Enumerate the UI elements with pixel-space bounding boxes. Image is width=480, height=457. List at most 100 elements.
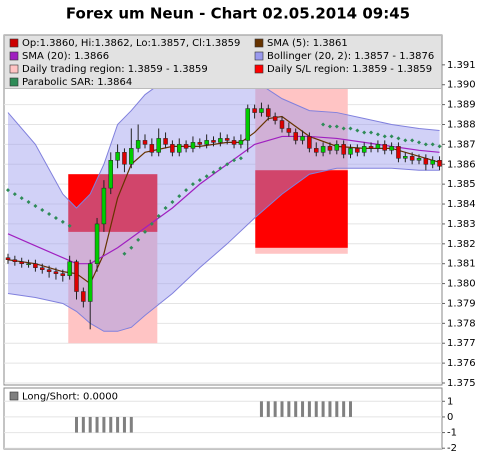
y-tick-label: 1.381 xyxy=(447,259,476,270)
candle-body xyxy=(355,148,360,153)
candle-body xyxy=(307,136,312,149)
y-tick-label: 1.389 xyxy=(447,100,476,111)
candle-body xyxy=(81,291,86,302)
candle-body xyxy=(149,144,155,153)
candle-body xyxy=(197,142,203,145)
y-tick-label: 1.386 xyxy=(447,159,476,170)
candle-body xyxy=(33,263,38,268)
candle-body xyxy=(115,152,120,161)
legend-label: Daily trading region: 1.3859 - 1.3859 xyxy=(22,64,208,75)
sar-dot xyxy=(40,208,45,212)
y-tick-label: -2 xyxy=(447,443,457,454)
legend-swatch xyxy=(254,38,264,48)
sar-dot xyxy=(321,122,326,127)
panel-label: Long/Short: 0.0000 xyxy=(22,392,118,403)
sar-dot xyxy=(156,213,161,218)
sar-dot xyxy=(375,132,380,137)
candle-body xyxy=(224,138,230,141)
y-tick-label: 1.385 xyxy=(447,179,476,190)
legend-label: Parabolic SAR: 1.3864 xyxy=(22,77,132,88)
sar-dot xyxy=(190,182,195,187)
sar-dot xyxy=(67,223,72,228)
candle-body xyxy=(135,140,141,149)
sar-dot xyxy=(53,215,58,220)
candle-body xyxy=(122,152,127,165)
bar xyxy=(301,401,305,417)
sar-dot xyxy=(184,188,189,193)
candle-body xyxy=(40,267,45,270)
candle-body xyxy=(341,144,346,155)
sar-dot xyxy=(204,174,209,179)
y-tick-label: 1.375 xyxy=(447,378,476,389)
sar-dot xyxy=(218,166,223,171)
candle-body xyxy=(46,269,52,272)
sar-dot xyxy=(348,126,353,131)
candle-body xyxy=(183,144,189,149)
sar-dot xyxy=(423,142,428,147)
bollinger-band xyxy=(8,68,440,332)
y-tick-label: 0 xyxy=(447,412,453,423)
candle-body xyxy=(423,158,429,165)
sar-dot xyxy=(369,130,374,135)
candle-body xyxy=(266,108,271,117)
candle-body xyxy=(218,138,223,143)
bar xyxy=(81,416,85,433)
sar-dot xyxy=(396,136,401,141)
candle-body xyxy=(94,223,100,264)
band-lower xyxy=(7,167,440,332)
candle-body xyxy=(142,140,148,145)
candle-body xyxy=(409,156,415,161)
bar xyxy=(335,401,339,417)
candle-body xyxy=(53,271,59,274)
y-tick-label: 1.383 xyxy=(447,219,476,230)
candle-body xyxy=(293,132,298,141)
bar xyxy=(294,401,298,417)
sar-dot xyxy=(362,130,367,135)
candle-body xyxy=(279,120,285,129)
candle-body xyxy=(12,259,18,262)
sar-dot xyxy=(12,192,17,197)
bar xyxy=(122,416,126,433)
candle-body xyxy=(396,146,401,159)
legend-box xyxy=(4,35,442,89)
candle-body xyxy=(320,146,326,153)
sar-dot xyxy=(238,156,243,161)
sar-dot xyxy=(33,204,38,209)
legend-swatch xyxy=(254,64,264,74)
bar xyxy=(314,401,318,417)
bar xyxy=(273,401,277,417)
bar xyxy=(349,401,352,417)
candle-body xyxy=(375,144,381,149)
candle-body xyxy=(87,263,93,302)
legend-swatch xyxy=(9,38,19,48)
candle-body xyxy=(272,116,278,121)
sar-dot xyxy=(410,138,415,143)
candle-body xyxy=(403,156,408,159)
candle-body xyxy=(204,140,209,145)
candle-body xyxy=(19,261,24,264)
sar-dot xyxy=(163,206,168,211)
candle-body xyxy=(211,140,216,143)
candle-body xyxy=(163,138,168,145)
sar-dot xyxy=(403,138,408,143)
sar-dot xyxy=(355,128,360,133)
candle-body xyxy=(382,144,387,151)
candle-body xyxy=(416,158,422,161)
sar-dot xyxy=(232,158,237,163)
sar-dot xyxy=(177,194,182,199)
candle-body xyxy=(314,148,319,153)
y-tick-label: 1.380 xyxy=(447,279,476,290)
candle-body xyxy=(437,160,442,167)
candle-body xyxy=(108,160,113,189)
sar-dot xyxy=(149,221,154,226)
candle-body xyxy=(170,144,175,153)
y-tick-label: 1.387 xyxy=(447,139,476,150)
sar-dot xyxy=(197,178,202,183)
legend-swatch xyxy=(9,391,19,401)
y-tick-label: 1.391 xyxy=(447,60,476,71)
sar-dot xyxy=(6,188,10,193)
candle-body xyxy=(361,146,367,153)
bar xyxy=(259,401,263,417)
legend-label: SMA (5): 1.3861 xyxy=(267,38,348,49)
y-tick-label: 1.378 xyxy=(447,318,476,329)
